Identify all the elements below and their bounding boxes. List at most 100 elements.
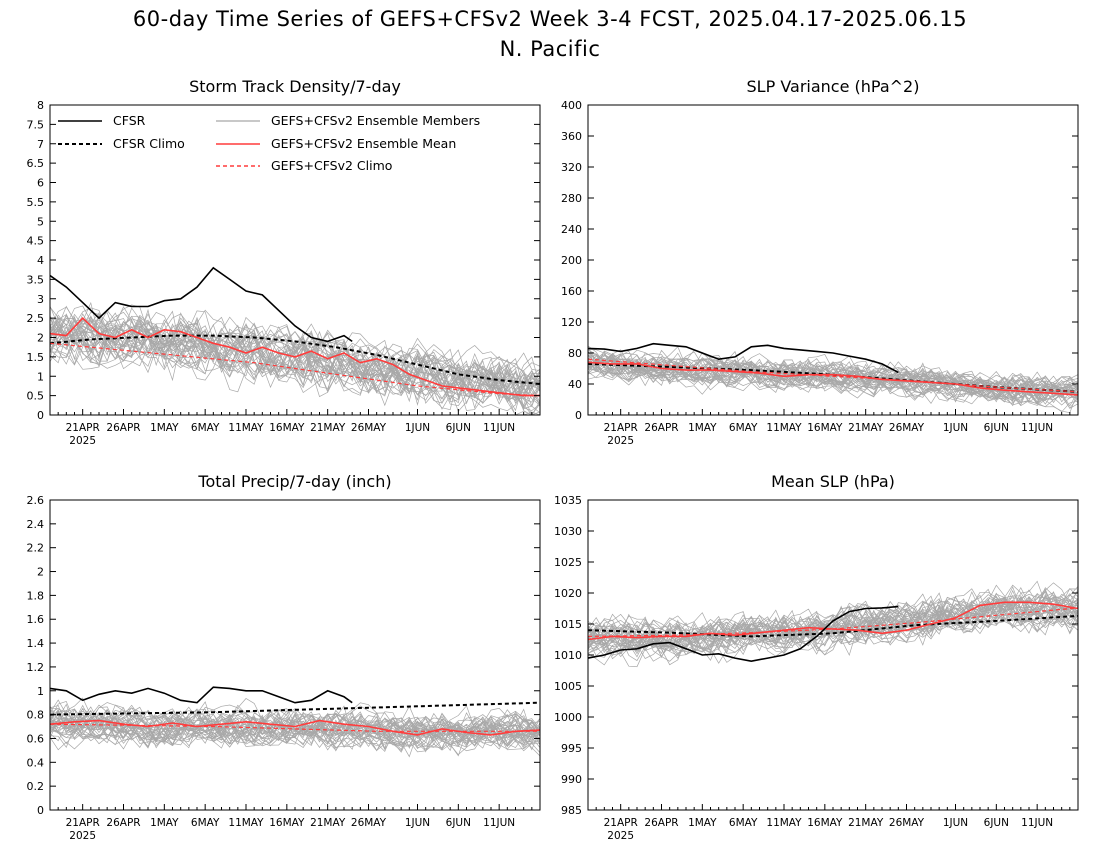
y-tick-label: 4.5 <box>27 235 45 248</box>
title-line-2: N. Pacific <box>499 37 601 61</box>
y-axis: 0 0.5 1 1.5 2 2.5 3 3.5 4 4.5 5 5.5 6 6.5 7 7.5 8 <box>27 99 540 422</box>
y-tick-label: 1000 <box>554 711 582 724</box>
x-tick-label: 11MAY <box>766 422 802 434</box>
chart-title: Total Precip/7-day (inch) <box>197 472 391 491</box>
series-cfsr <box>588 342 899 374</box>
ensemble-member-line <box>588 600 1078 649</box>
y-axis: 0 40 80 120 160 200 240 280 320 360 400 <box>561 99 1078 422</box>
y-tick-label: 1025 <box>554 556 582 569</box>
x-tick-label: 21APR <box>66 422 100 434</box>
ensemble-member-line <box>50 707 540 749</box>
x-tick-label: 11JUN <box>483 817 515 829</box>
y-tick-label: 40 <box>568 378 582 391</box>
x-tick-label: 11JUN <box>483 422 515 434</box>
y-tick-label: 2.6 <box>27 494 45 507</box>
x-tick-label: 6MAY <box>729 422 758 434</box>
x-tick-label: 21MAY <box>310 817 346 829</box>
y-tick-label: 995 <box>561 742 582 755</box>
chart-panel-3: Total Precip/7-day (inch)00.20.40.60.811… <box>27 472 541 842</box>
series-gefs-cfsv2-climo <box>588 358 1078 393</box>
chart-panel-4: Mean SLP (hPa) 985 990 995 1000 1005 1010 1015 1… <box>554 472 1079 842</box>
y-tick-label: 3.5 <box>27 273 45 286</box>
y-tick-label: 1015 <box>554 618 582 631</box>
ensemble-member-line <box>50 321 540 406</box>
y-tick-label: 1020 <box>554 587 582 600</box>
series-gefs-cfsv2-ensemble-mean <box>588 601 1078 641</box>
x-tick-label: 6JUN <box>446 817 471 829</box>
ensemble-member-line <box>50 313 540 403</box>
y-tick-label: 6 <box>37 177 44 190</box>
x-tick-label: 1MAY <box>150 817 179 829</box>
y-tick-label: 1.5 <box>27 351 45 364</box>
x-tick-label: 11MAY <box>228 817 264 829</box>
y-axis: 985 990 995 1000 1005 1010 1015 1020 1025 1030 103… <box>554 494 1078 817</box>
y-tick-label: 2.2 <box>27 542 45 555</box>
y-tick-label: 1.4 <box>27 637 45 650</box>
y-tick-label: 240 <box>561 223 582 236</box>
ensemble-member-line <box>588 593 1078 651</box>
ensemble-members <box>588 345 1078 414</box>
series-cfsr-climo <box>588 614 1078 638</box>
ensemble-member-line <box>588 354 1078 399</box>
series-cfsr <box>50 266 353 343</box>
x-tick-label: 26APR <box>106 817 140 829</box>
y-tick-label: 1 <box>37 370 44 383</box>
ensemble-member-line <box>50 704 540 756</box>
x-tick-label: 11MAY <box>228 422 264 434</box>
y-tick-label: 7 <box>37 138 44 151</box>
x-tick-label: 6JUN <box>446 422 471 434</box>
title-line-1: 60-day Time Series of GEFS+CFSv2 Week 3-… <box>132 7 968 31</box>
ensemble-member-line <box>588 598 1078 643</box>
plot-area <box>588 342 1078 414</box>
ensemble-member-line <box>50 301 540 415</box>
x-tick-label: 1JUN <box>943 422 968 434</box>
y-tick-label: 2 <box>37 332 44 345</box>
series-cfsr-climo <box>50 334 540 385</box>
x-axis: 21APR 26APR 1MAY 6MAY 11MAY 16MAY 21MAY 26MAY 1J… <box>587 409 1079 447</box>
y-tick-label: 1035 <box>554 494 582 507</box>
plot-area <box>50 686 540 758</box>
plot-frame <box>587 499 1079 811</box>
y-tick-label: 3 <box>37 293 44 306</box>
x-tick-label: 6MAY <box>191 817 220 829</box>
x-year-label: 2025 <box>607 830 634 842</box>
y-tick-label: 1.2 <box>27 661 45 674</box>
x-tick-label: 6MAY <box>729 817 758 829</box>
series-cfsr <box>50 686 353 704</box>
y-tick-label: 6.5 <box>27 157 45 170</box>
chart-title: Mean SLP (hPa) <box>771 472 895 491</box>
ensemble-member-line <box>50 308 540 401</box>
ensemble-member-line <box>50 313 540 404</box>
y-tick-label: 2 <box>37 566 44 579</box>
chart-title: SLP Variance (hPa^2) <box>747 77 920 96</box>
y-tick-label: 5.5 <box>27 196 45 209</box>
x-year-label: 2025 <box>69 435 96 447</box>
series-cfsr-climo <box>50 701 540 716</box>
x-tick-label: 26MAY <box>351 422 387 434</box>
x-tick-label: 1MAY <box>150 422 179 434</box>
ensemble-member-line <box>50 704 540 750</box>
x-tick-label: 21APR <box>66 817 100 829</box>
y-tick-label: 320 <box>561 161 582 174</box>
x-tick-label: 26APR <box>644 817 678 829</box>
y-axis: 0 0.2 0.4 0.6 0.8 1 1.2 1.4 1.6 1.8 2 2.2 2.4 2.6 <box>27 494 540 817</box>
x-tick-label: 16MAY <box>269 422 305 434</box>
y-tick-label: 2.4 <box>27 518 45 531</box>
plot-area <box>588 580 1078 668</box>
y-tick-label: 160 <box>561 285 582 298</box>
x-tick-label: 21APR <box>604 422 638 434</box>
ensemble-members <box>50 697 540 758</box>
y-tick-label: 0 <box>575 409 582 422</box>
y-tick-label: 4 <box>37 254 44 267</box>
y-tick-label: 0.8 <box>27 709 45 722</box>
x-tick-label: 11JUN <box>1021 817 1053 829</box>
y-tick-label: 7.5 <box>27 118 45 131</box>
ensemble-member-line <box>50 698 540 750</box>
legend: CFSR CFSR Climo GEFS+CFSv2 Ensemble Member… <box>58 113 480 173</box>
series-gefs-cfsv2-ensemble-mean <box>50 719 540 736</box>
y-tick-label: 0.4 <box>27 756 45 769</box>
y-tick-label: 80 <box>568 347 582 360</box>
ensemble-member-line <box>50 706 540 749</box>
ensemble-member-line <box>588 353 1078 404</box>
